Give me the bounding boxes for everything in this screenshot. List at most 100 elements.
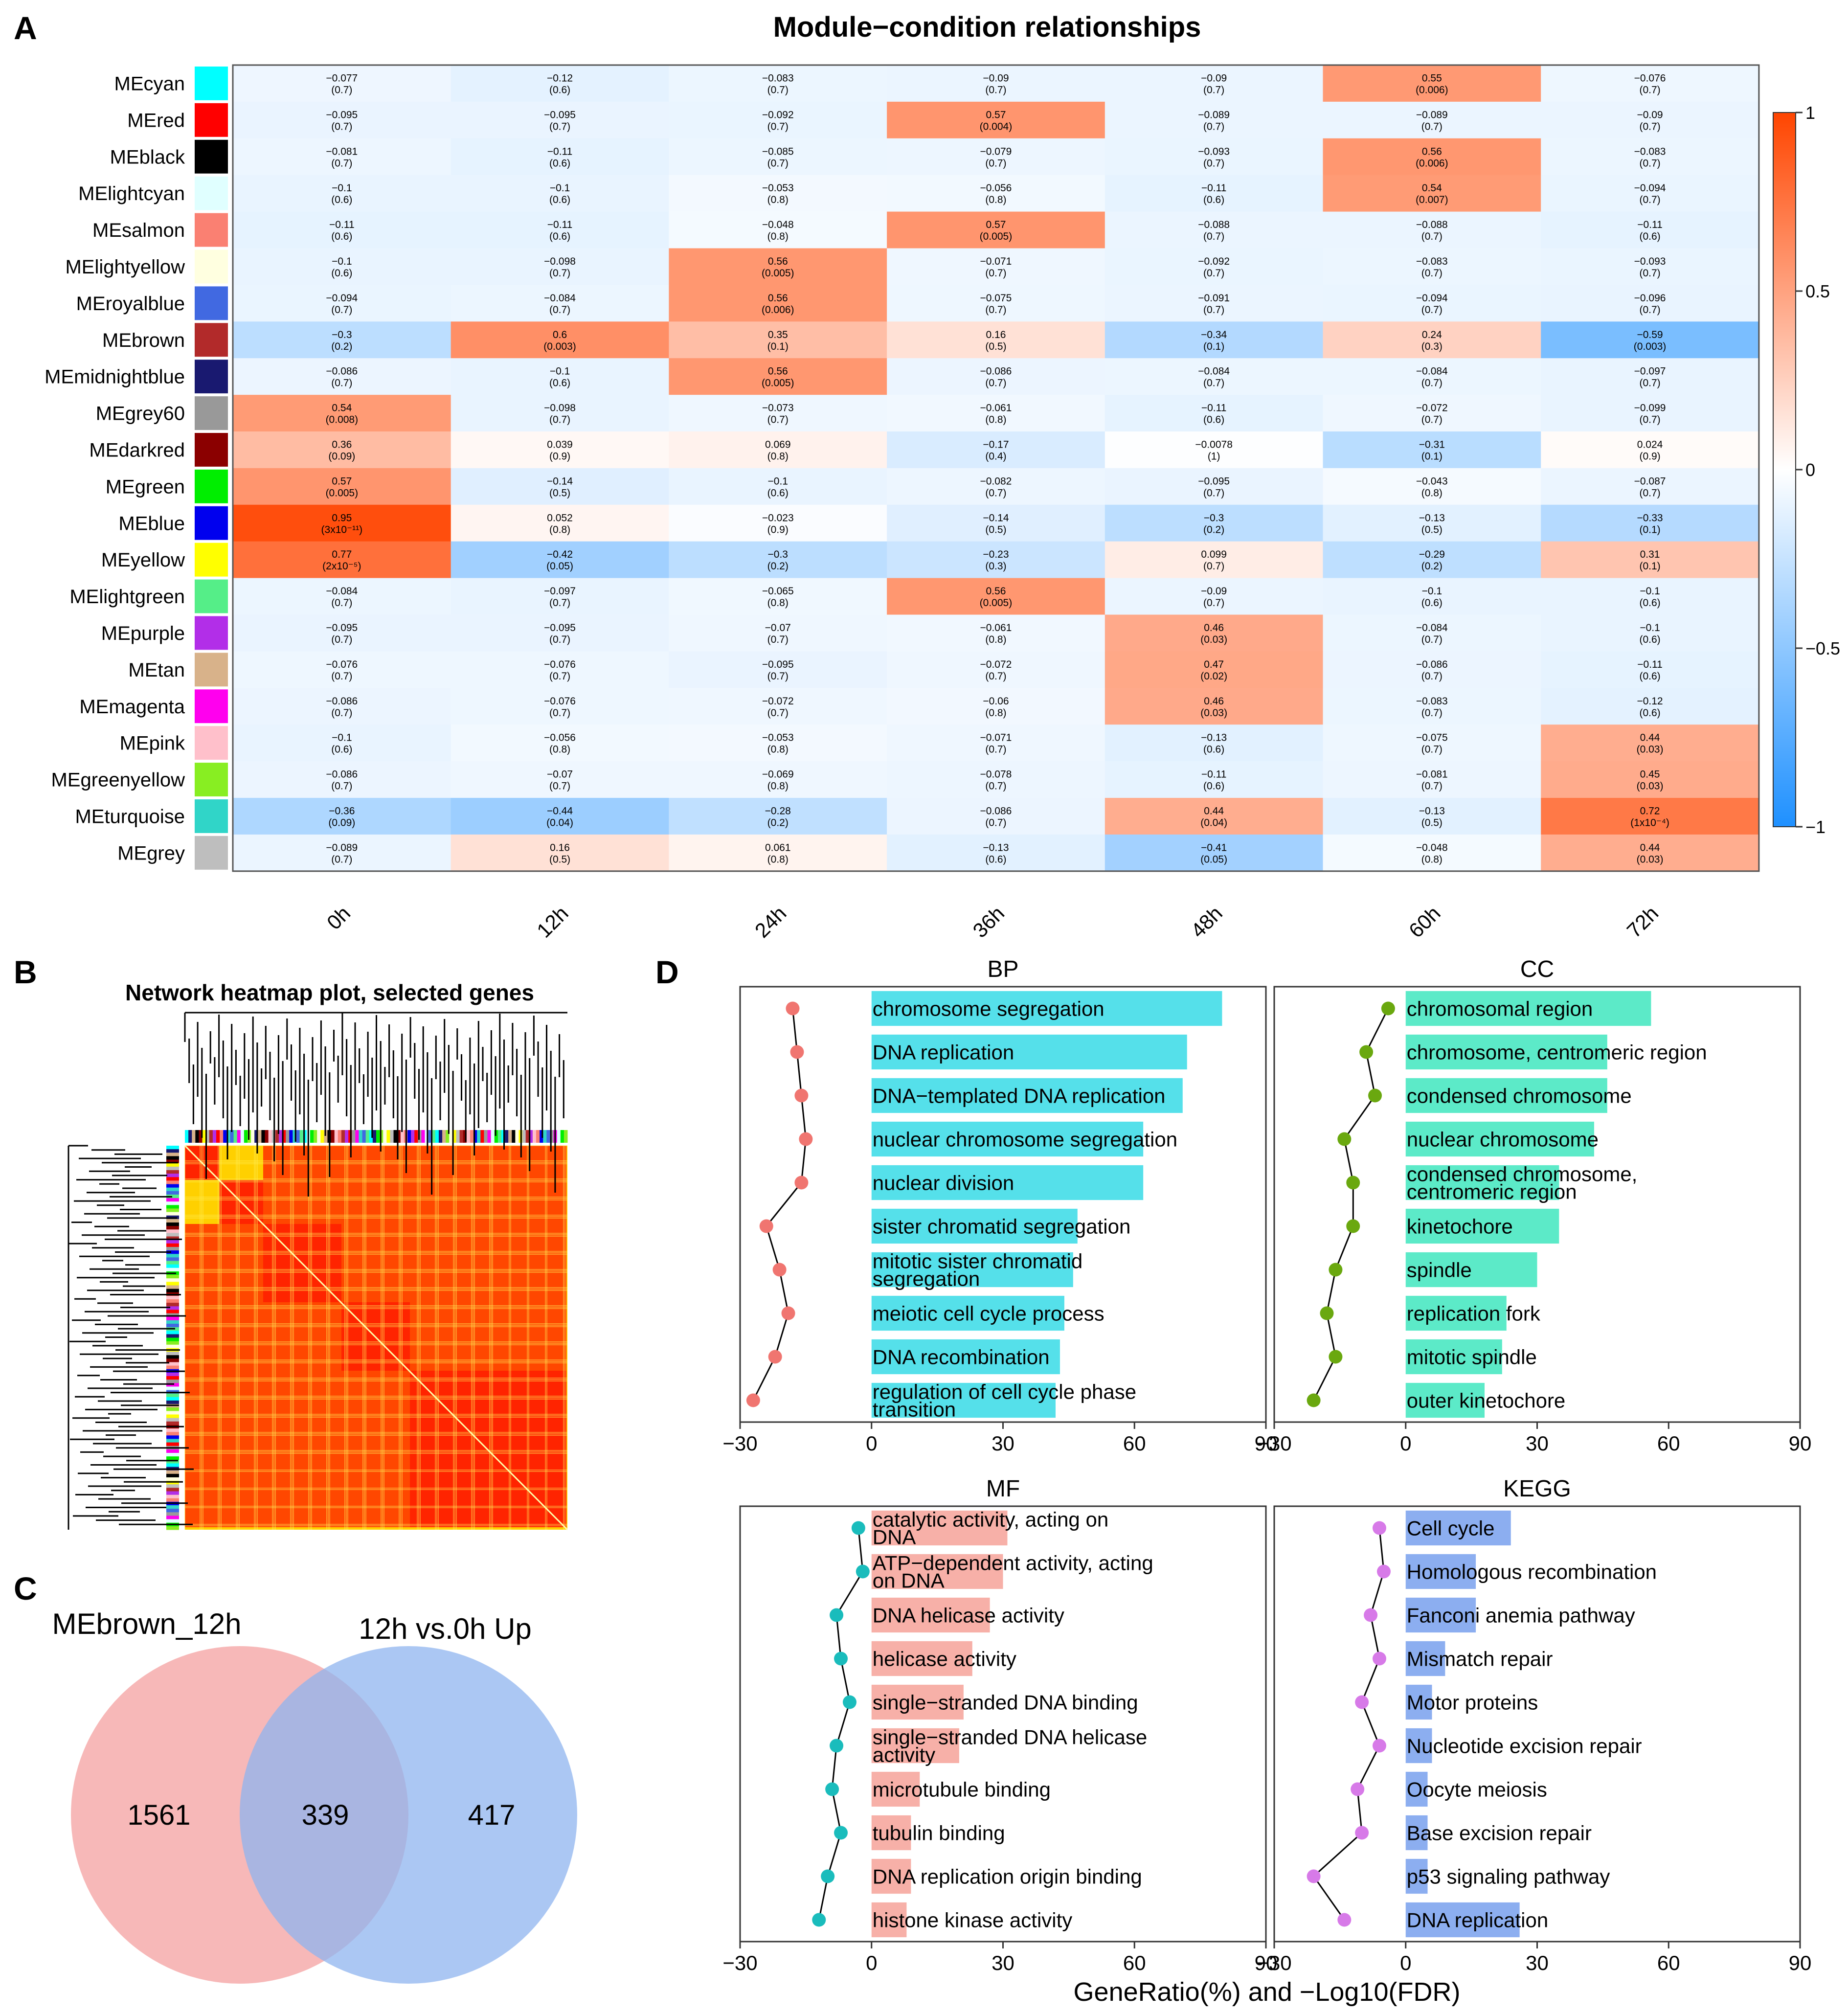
network-module-bar-left <box>166 1170 179 1174</box>
fdr-point <box>781 1306 795 1320</box>
fdr-point <box>1364 1608 1378 1622</box>
fdr-point <box>1373 1521 1386 1535</box>
cell-pvalue: (0.7) <box>549 121 570 132</box>
network-module-bar-top <box>258 1130 262 1143</box>
network-module-bar-top <box>314 1130 317 1143</box>
network-module-bar-left <box>166 1491 179 1495</box>
network-module-bar-left <box>166 1174 179 1177</box>
network-module-bar-top <box>223 1130 227 1143</box>
fdr-point <box>759 1219 773 1233</box>
cell-pvalue: (0.8) <box>549 744 570 755</box>
cell-pvalue: (0.6) <box>1421 597 1442 609</box>
heatmap-cell <box>1104 395 1323 432</box>
heatmap-cell <box>451 321 669 359</box>
cell-correlation: −0.14 <box>983 512 1009 523</box>
cell-pvalue: (0.007) <box>1416 194 1448 205</box>
cell-pvalue: (0.6) <box>1639 671 1660 682</box>
network-module-bar-top <box>540 1130 543 1143</box>
network-module-bar-left <box>166 1233 179 1237</box>
network-module-bar-top <box>376 1130 380 1143</box>
column-label: 0h <box>322 902 355 934</box>
network-module-bar-left <box>166 1393 179 1398</box>
cell-correlation: −0.31 <box>1419 439 1445 450</box>
heatmap-cell <box>669 321 887 359</box>
fdr-point <box>812 1913 826 1927</box>
panel-label-a: A <box>14 10 37 46</box>
enrichment-bar <box>871 1858 911 1894</box>
cell-correlation: −0.12 <box>1637 696 1663 707</box>
cell-pvalue: (0.6) <box>549 84 570 95</box>
heatmap-cell <box>669 65 887 102</box>
network-module-bar-left <box>166 1411 179 1415</box>
module-label: MEgreen <box>106 476 185 498</box>
cell-pvalue: (0.003) <box>1634 341 1667 352</box>
cell-pvalue: (0.7) <box>549 671 570 682</box>
network-module-bar-left <box>166 1282 179 1286</box>
cell-pvalue: (0.7) <box>1421 781 1442 792</box>
cell-pvalue: (0.03) <box>1637 854 1664 865</box>
term-label: microtubule binding <box>873 1778 1051 1801</box>
cell-pvalue: (0.004) <box>980 121 1013 132</box>
axis-tick-label: 30 <box>1526 1432 1549 1455</box>
cell-pvalue: (0.8) <box>767 194 789 205</box>
cell-pvalue: (0.8) <box>767 231 789 242</box>
cell-correlation: −0.072 <box>1416 403 1448 414</box>
cell-correlation: −0.41 <box>1201 842 1227 853</box>
axis-tick-label: 60 <box>1657 1951 1680 1974</box>
network-module-bar-left <box>166 1473 179 1478</box>
cell-correlation: −0.072 <box>980 659 1012 670</box>
axis-tick-label: 60 <box>1657 1432 1680 1455</box>
term-label: chromosome, centromeric region <box>1407 1041 1707 1064</box>
cell-pvalue: (0.8) <box>1421 854 1442 865</box>
network-module-bar-left <box>166 1156 179 1160</box>
cell-pvalue: (0.003) <box>543 341 576 352</box>
cell-correlation: −0.23 <box>983 549 1009 560</box>
cell-pvalue: (0.7) <box>1421 671 1442 682</box>
cell-pvalue: (0.03) <box>1200 634 1227 645</box>
cell-pvalue: (0.03) <box>1637 781 1664 792</box>
heatmap-cell <box>451 285 669 322</box>
cell-pvalue: (0.6) <box>1639 597 1660 609</box>
colorbar <box>1773 112 1796 827</box>
cell-correlation: −0.072 <box>762 696 794 707</box>
network-module-bar-left <box>166 1428 179 1432</box>
enrichment-bar <box>1405 1597 1476 1633</box>
cell-correlation: −0.1 <box>1640 586 1660 597</box>
cell-pvalue: (0.7) <box>549 597 570 609</box>
network-module-bar-left <box>166 1386 179 1391</box>
network-module-bar-top <box>463 1130 467 1143</box>
heatmap-cell <box>1541 541 1759 579</box>
network-module-bar-top <box>407 1130 411 1143</box>
network-module-bar-top <box>380 1130 383 1143</box>
heatmap-cell <box>233 541 451 579</box>
heatmap-cell <box>233 248 451 285</box>
module-label: MElightyellow <box>65 256 185 278</box>
network-module-bar-top <box>286 1130 290 1143</box>
cell-correlation: −0.094 <box>1634 182 1666 194</box>
fdr-point <box>1351 1782 1365 1796</box>
network-module-bar-top <box>254 1130 258 1143</box>
network-module-bar-top <box>320 1130 324 1143</box>
fdr-line <box>752 1008 807 1401</box>
cell-pvalue: (0.7) <box>1639 487 1660 498</box>
module-label: MEgrey60 <box>96 403 185 425</box>
cell-pvalue: (0.6) <box>1203 194 1224 205</box>
cell-pvalue: (1x10⁻⁴) <box>1630 817 1669 828</box>
heatmap-cell <box>669 211 887 249</box>
module-color-swatch <box>195 103 228 137</box>
network-module-bar-top <box>282 1130 286 1143</box>
network-module-bar-left <box>166 1191 179 1195</box>
enrichment-bar <box>871 1034 1187 1070</box>
cell-correlation: −0.078 <box>980 769 1012 780</box>
cell-pvalue: (0.7) <box>767 414 789 426</box>
network-module-bar-top <box>550 1130 554 1143</box>
axis-tick-label: 90 <box>1255 1951 1278 1974</box>
network-module-bar-left <box>166 1352 179 1356</box>
cell-correlation: −0.069 <box>762 769 794 780</box>
network-block <box>341 1224 410 1302</box>
network-module-bar-left <box>166 1163 179 1167</box>
cell-correlation: −0.09 <box>1637 109 1663 120</box>
cell-pvalue: (0.8) <box>767 744 789 755</box>
axis-tick-label: 0 <box>866 1432 877 1455</box>
cell-correlation: −0.086 <box>326 769 358 780</box>
